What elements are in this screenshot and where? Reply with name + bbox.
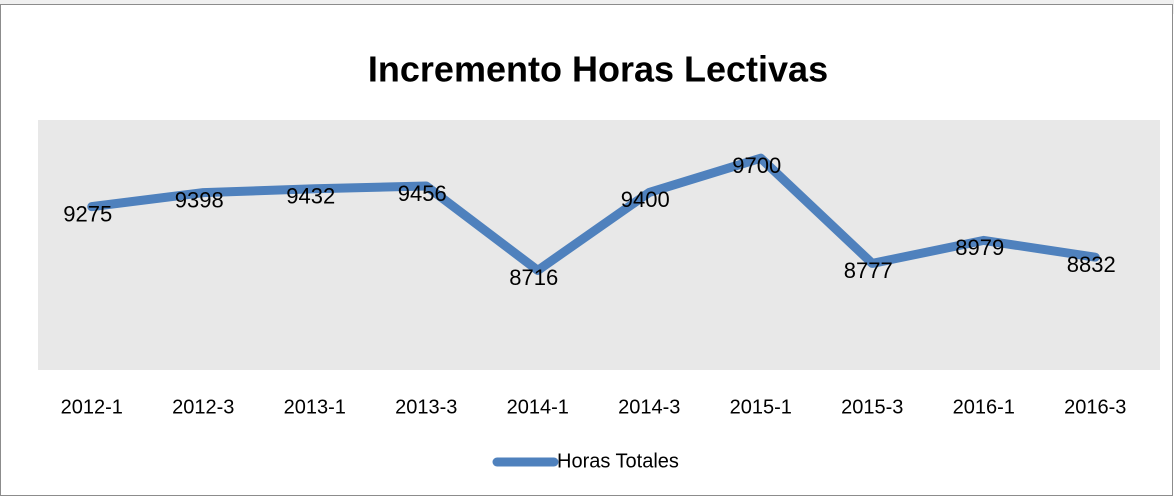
legend-label: Horas Totales xyxy=(557,450,679,472)
series-line xyxy=(87,153,1100,275)
data-label: 9700 xyxy=(732,153,781,178)
x-tick-label: 2014-1 xyxy=(507,396,569,418)
data-label: 8716 xyxy=(509,265,558,290)
data-label: 9456 xyxy=(398,181,447,206)
x-tick-label: 2012-3 xyxy=(172,396,234,418)
x-tick-label: 2015-3 xyxy=(841,396,903,418)
data-label: 9398 xyxy=(175,187,224,212)
x-tick-label: 2014-3 xyxy=(618,396,680,418)
data-label: 9432 xyxy=(286,184,335,209)
chart-title: Incremento Horas Lectivas xyxy=(368,49,828,90)
data-label: 8777 xyxy=(844,258,893,283)
x-tick-label: 2016-1 xyxy=(953,396,1015,418)
x-tick-label: 2013-1 xyxy=(284,396,346,418)
data-label: 9275 xyxy=(63,201,112,226)
x-tick-label: 2015-1 xyxy=(730,396,792,418)
x-tick-label: 2016-3 xyxy=(1064,396,1126,418)
data-label: 8832 xyxy=(1067,252,1116,277)
data-label: 9400 xyxy=(621,187,670,212)
data-label: 8979 xyxy=(955,235,1004,260)
x-tick-label: 2013-3 xyxy=(395,396,457,418)
x-tick-label: 2012-1 xyxy=(61,396,123,418)
